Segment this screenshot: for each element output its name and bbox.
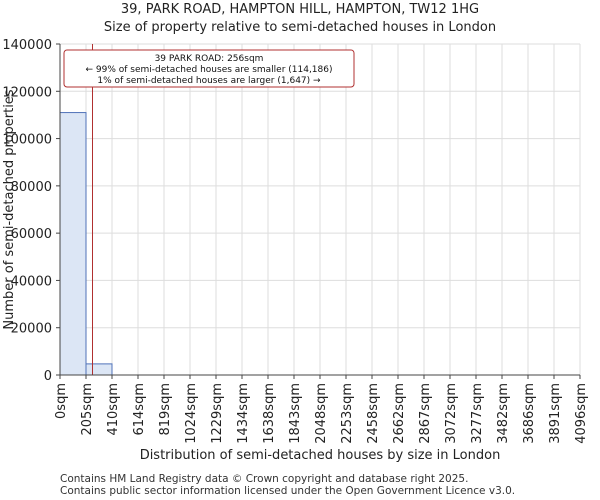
- bars: [59, 112, 113, 376]
- grid: [59, 43, 581, 376]
- x-ticks: 0sqm 205sqm 410sqm 614sqm 819sqm 1024sqm 1229s…: [54, 375, 589, 444]
- annotation-line-3: 1% of semi-detached houses are larger (1…: [97, 76, 321, 86]
- x-tick-label: 2253sqm: [340, 383, 355, 444]
- annotation-rect: [63, 49, 355, 88]
- x-tick-label: 2458sqm: [366, 383, 381, 444]
- y-tick-label: 60000: [11, 227, 52, 242]
- x-tick-label: 1229sqm: [210, 383, 225, 444]
- bar: [59, 112, 87, 376]
- x-tick-label: 4096sqm: [574, 383, 589, 444]
- x-tick-label: 1434sqm: [236, 383, 251, 444]
- y-ticks: 0 20000 40000 60000 80000 100000 120000 140000: [2, 38, 60, 384]
- x-tick-label: 2867sqm: [418, 383, 433, 444]
- annotation-line-2: ← 99% of semi-detached houses are smalle…: [85, 65, 332, 75]
- x-tick-label: 3072sqm: [444, 383, 459, 444]
- chart-svg: 020000400006000080000100000120000140000 …: [2, 38, 589, 463]
- x-tick-label: 819sqm: [158, 383, 173, 436]
- footer-line-2: Contains public sector information licen…: [60, 485, 516, 497]
- x-tick-label: 1843sqm: [288, 383, 303, 444]
- chart-subtitle: Size of property relative to semi-detach…: [103, 20, 497, 35]
- x-axis-label: Distribution of semi-detached houses by …: [140, 448, 501, 463]
- x-tick-label: 410sqm: [106, 383, 121, 436]
- y-tick-label: 20000: [11, 322, 52, 337]
- x-tick-label: 205sqm: [80, 383, 95, 436]
- y-tick-label: 80000: [11, 180, 52, 195]
- y-tick-label: 120000: [2, 85, 52, 100]
- chart-title: 39, PARK ROAD, HAMPTON HILL, HAMPTON, TW…: [120, 2, 480, 17]
- bar: [85, 363, 113, 376]
- annotation-line-1: 39 PARK ROAD: 256sqm: [155, 54, 264, 64]
- y-tick-label: 140000: [2, 38, 52, 53]
- x-tick-label: 1024sqm: [184, 383, 199, 444]
- y-tick-label: 40000: [11, 274, 52, 289]
- y-axis-label: Number of semi-detached properties: [2, 89, 17, 329]
- x-tick-label: 1638sqm: [262, 383, 277, 444]
- x-tick-label: 614sqm: [132, 383, 147, 436]
- x-tick-label: 0sqm: [54, 383, 69, 419]
- y-tick-label: 100000: [2, 133, 52, 148]
- x-tick-label: 2662sqm: [392, 383, 407, 444]
- x-tick-label: 3891sqm: [548, 383, 563, 444]
- x-tick-label: 3277sqm: [470, 383, 485, 444]
- annotation-box: 39 PARK ROAD: 256sqm ← 99% of semi-detac…: [63, 49, 355, 88]
- x-tick-label: 3686sqm: [522, 383, 537, 444]
- y-tick-label: 0: [44, 369, 52, 384]
- x-tick-label: 3482sqm: [496, 383, 511, 444]
- x-tick-label: 2048sqm: [314, 383, 329, 444]
- footer-line-1: Contains HM Land Registry data © Crown c…: [60, 473, 469, 485]
